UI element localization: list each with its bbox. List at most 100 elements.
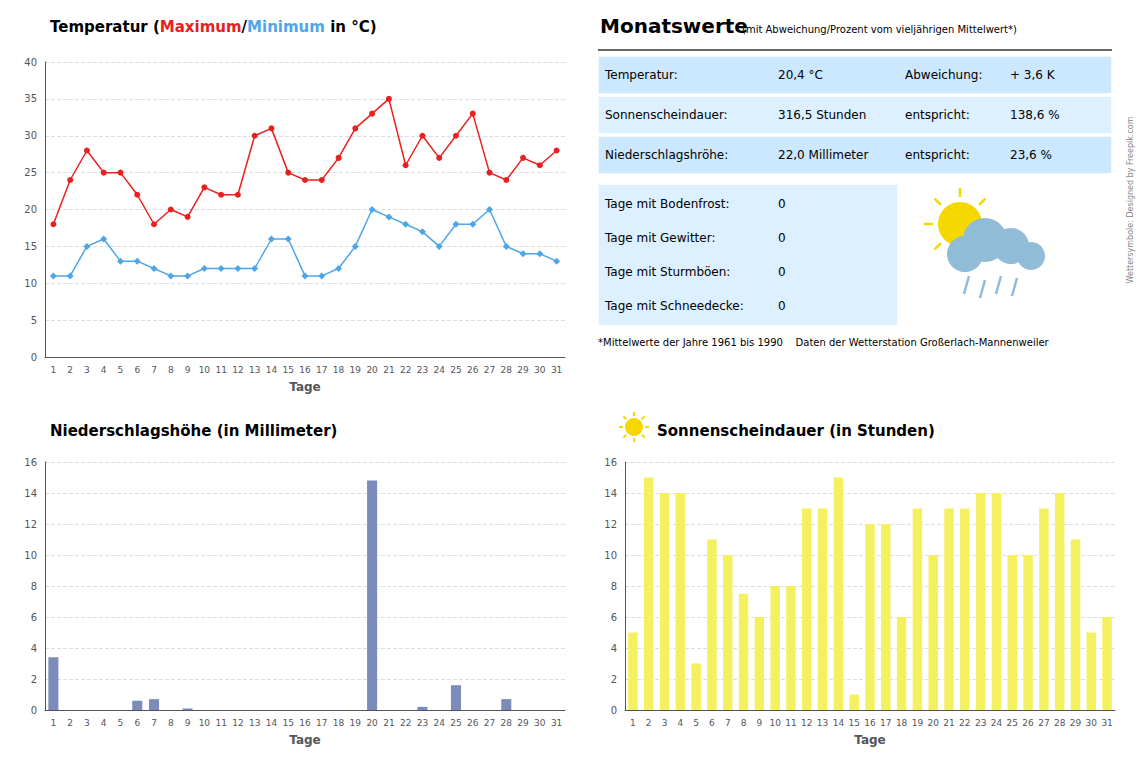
svg-text:0: 0 [778, 197, 786, 211]
svg-text:11: 11 [785, 718, 796, 728]
svg-text:entspricht:: entspricht: [905, 148, 970, 162]
svg-text:10: 10 [24, 278, 37, 289]
svg-text:10: 10 [769, 718, 781, 728]
svg-text:20: 20 [24, 204, 37, 215]
svg-text:2: 2 [67, 365, 73, 375]
svg-text:Temperatur:: Temperatur: [604, 68, 678, 82]
svg-text:22: 22 [400, 718, 411, 728]
svg-text:4: 4 [677, 718, 683, 728]
svg-text:25: 25 [1007, 718, 1018, 728]
svg-text:10: 10 [199, 365, 211, 375]
svg-text:23: 23 [975, 718, 986, 728]
svg-text:7: 7 [725, 718, 731, 728]
svg-text:17: 17 [316, 365, 327, 375]
svg-text:4: 4 [101, 365, 107, 375]
svg-text:20: 20 [927, 718, 939, 728]
svg-text:1: 1 [51, 365, 57, 375]
svg-text:3: 3 [84, 718, 90, 728]
svg-text:15: 15 [282, 718, 293, 728]
svg-text:6: 6 [31, 612, 37, 623]
svg-text:22: 22 [400, 365, 411, 375]
svg-text:8: 8 [168, 365, 174, 375]
svg-text:27: 27 [484, 365, 495, 375]
svg-text:Monatswerte: Monatswerte [600, 14, 748, 38]
svg-text:29: 29 [1070, 718, 1082, 728]
svg-text:16: 16 [864, 718, 876, 728]
svg-text:12: 12 [232, 718, 243, 728]
svg-text:13: 13 [249, 718, 260, 728]
svg-text:21: 21 [383, 365, 394, 375]
svg-text:Tage: Tage [289, 733, 320, 747]
svg-text:28: 28 [501, 365, 513, 375]
svg-text:25: 25 [450, 365, 461, 375]
svg-text:6: 6 [134, 718, 140, 728]
svg-text:24: 24 [433, 718, 445, 728]
svg-text:4: 4 [101, 718, 107, 728]
svg-text:1: 1 [630, 718, 636, 728]
svg-text:13: 13 [817, 718, 828, 728]
svg-text:0: 0 [611, 705, 617, 716]
svg-text:19: 19 [350, 365, 362, 375]
svg-text:15: 15 [24, 241, 37, 252]
svg-text:Maximum: Maximum [160, 18, 242, 36]
svg-text:13: 13 [249, 365, 260, 375]
svg-text:3: 3 [662, 718, 668, 728]
svg-text:6: 6 [709, 718, 715, 728]
svg-text:Minimum: Minimum [247, 18, 325, 36]
svg-text:entspricht:: entspricht: [905, 108, 970, 122]
svg-text:31: 31 [551, 365, 562, 375]
svg-text:2: 2 [611, 674, 617, 685]
svg-text:Tage mit Bodenfrost:: Tage mit Bodenfrost: [604, 197, 729, 211]
svg-text:23,6 %: 23,6 % [1010, 148, 1052, 162]
svg-text:24: 24 [991, 718, 1003, 728]
svg-text:Niederschlagshöhe (in Millimet: Niederschlagshöhe (in Millimeter) [50, 422, 337, 440]
svg-text:Tage: Tage [289, 380, 320, 394]
svg-text:16: 16 [604, 457, 617, 468]
svg-text:19: 19 [912, 718, 924, 728]
svg-text:0: 0 [31, 705, 37, 716]
svg-text:20: 20 [366, 718, 378, 728]
svg-text:30: 30 [534, 718, 546, 728]
svg-text:17: 17 [316, 718, 327, 728]
svg-text:27: 27 [1038, 718, 1049, 728]
svg-text:9: 9 [185, 365, 191, 375]
svg-text:9: 9 [185, 718, 191, 728]
svg-text:12: 12 [24, 519, 37, 530]
svg-text:Sonnenscheindauer (in Stunden): Sonnenscheindauer (in Stunden) [657, 422, 935, 440]
svg-text:+ 3,6 K: + 3,6 K [1010, 68, 1056, 82]
svg-text:22,0 Millimeter: 22,0 Millimeter [778, 148, 868, 162]
svg-text:15: 15 [282, 365, 293, 375]
svg-text:9: 9 [756, 718, 762, 728]
svg-text:24: 24 [433, 365, 445, 375]
svg-text:5: 5 [693, 718, 699, 728]
svg-text:11: 11 [215, 718, 226, 728]
svg-text:10: 10 [24, 550, 37, 561]
svg-text:15: 15 [848, 718, 859, 728]
svg-text:25: 25 [24, 167, 37, 178]
svg-text:18: 18 [333, 718, 345, 728]
svg-text:16: 16 [299, 365, 311, 375]
svg-text:2: 2 [646, 718, 652, 728]
svg-text:12: 12 [604, 519, 617, 530]
svg-text:29: 29 [517, 718, 529, 728]
svg-text:Tage mit Schneedecke:: Tage mit Schneedecke: [604, 299, 744, 313]
svg-text:138,6 %: 138,6 % [1010, 108, 1060, 122]
svg-text:0: 0 [778, 265, 786, 279]
svg-text:31: 31 [551, 718, 562, 728]
svg-text:20: 20 [366, 365, 378, 375]
svg-text:in °C): in °C) [325, 18, 377, 36]
svg-text:8: 8 [611, 581, 617, 592]
svg-text:12: 12 [801, 718, 812, 728]
svg-text:31: 31 [1101, 718, 1112, 728]
svg-text:8: 8 [31, 581, 37, 592]
svg-text:16: 16 [24, 457, 37, 468]
svg-text:8: 8 [741, 718, 747, 728]
svg-text:1: 1 [51, 718, 57, 728]
svg-text:14: 14 [833, 718, 845, 728]
svg-text:6: 6 [611, 612, 617, 623]
svg-text:Niederschlagshröhe:: Niederschlagshröhe: [605, 148, 728, 162]
svg-text:14: 14 [24, 488, 37, 499]
svg-text:18: 18 [333, 365, 345, 375]
svg-text:26: 26 [467, 365, 479, 375]
svg-text:Abweichung:: Abweichung: [905, 68, 982, 82]
